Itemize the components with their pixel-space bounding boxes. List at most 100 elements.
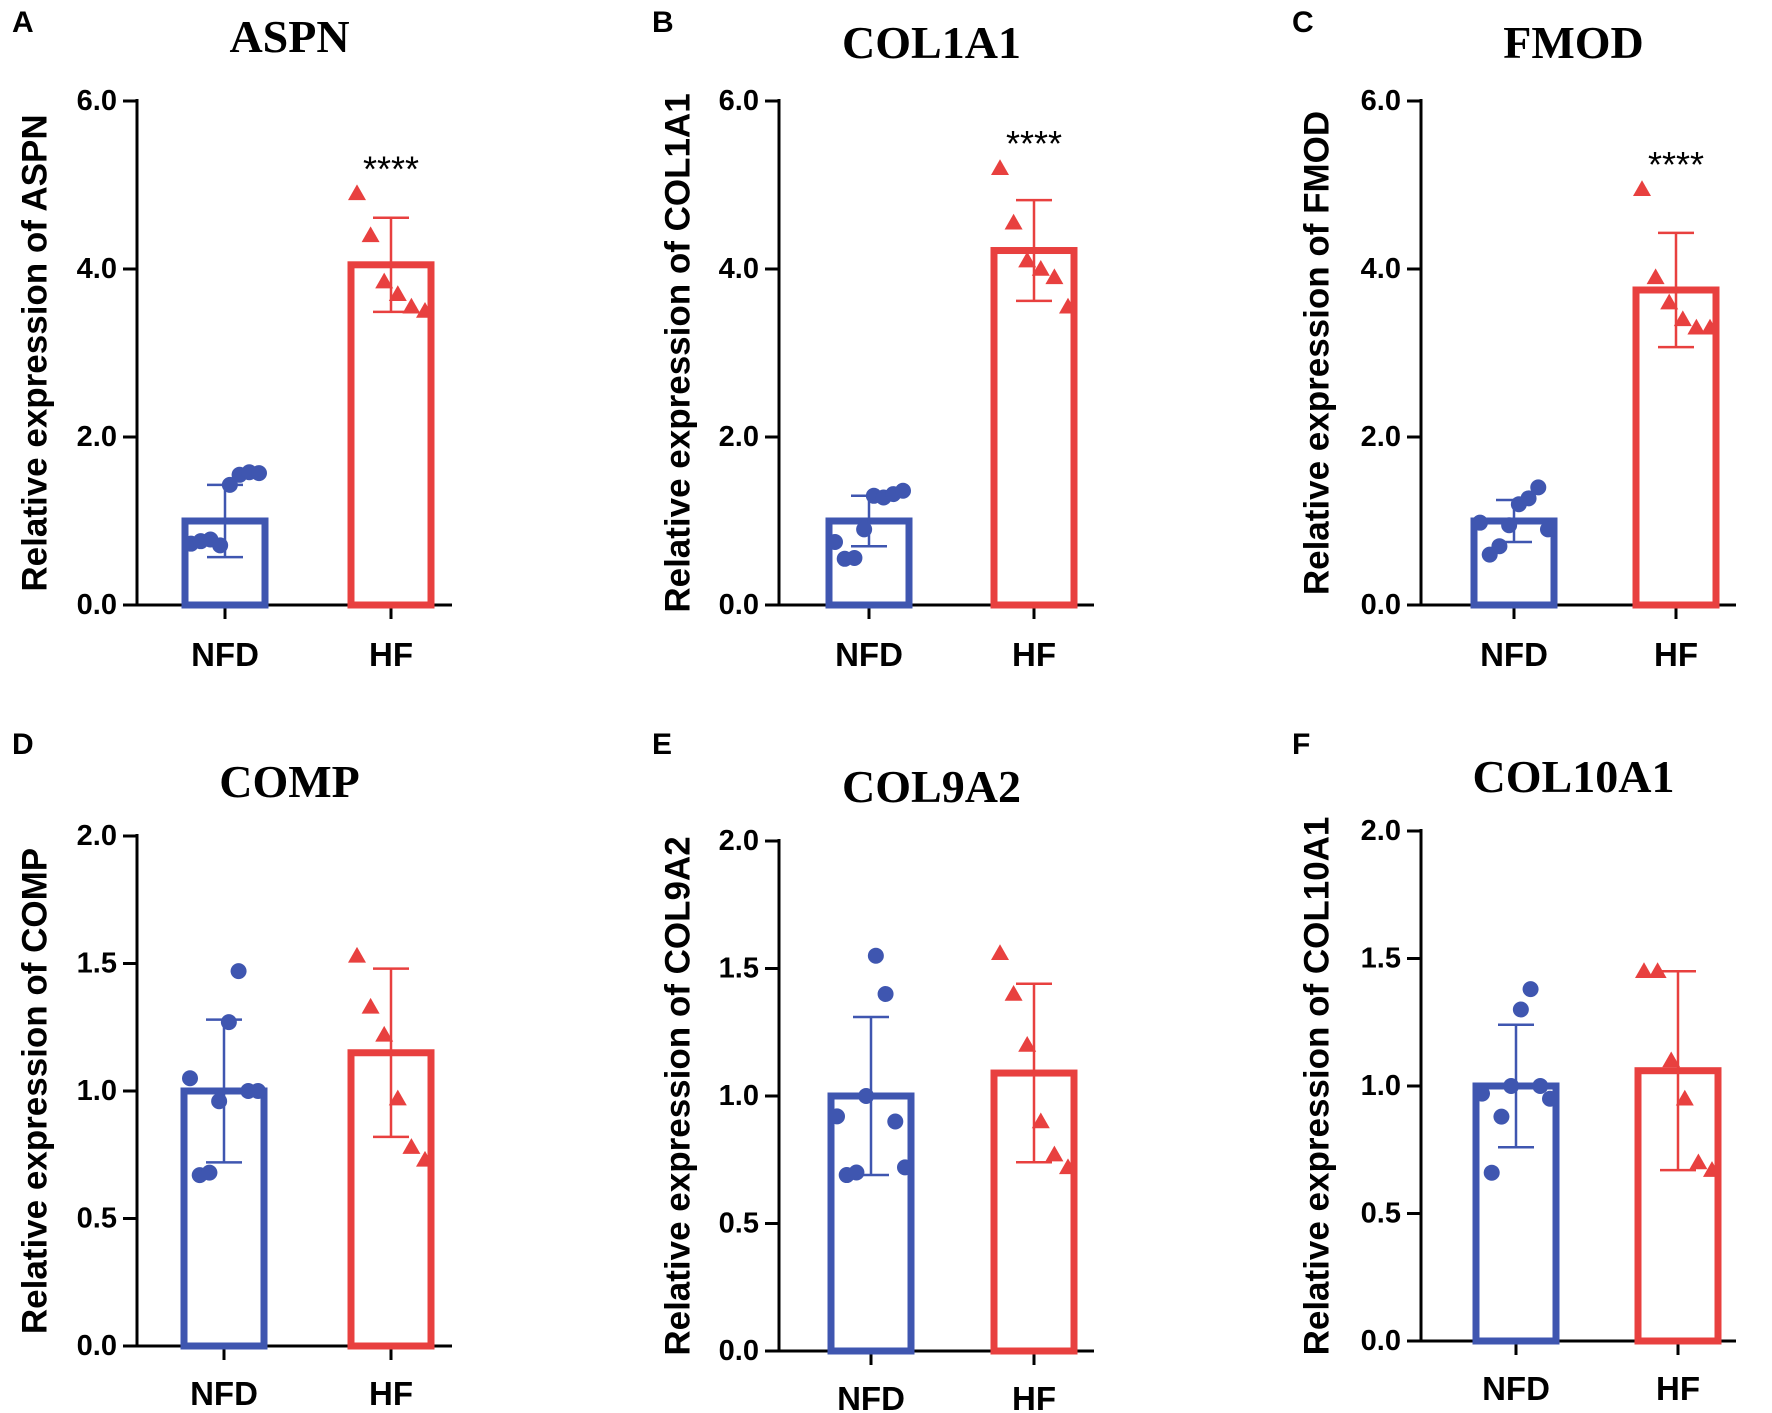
y-tick-label: 1.5 [77,948,117,980]
y-tick-label: 4.0 [719,253,759,285]
y-tick-label: 0.5 [1361,1198,1401,1230]
hf-data-point [388,1089,407,1106]
chart-panel-c: C FMOD Relative expression of FMOD 0.0 2.0 4.… [1292,6,1736,673]
y-tick-label: 1.5 [719,953,759,985]
nfd-data-point [251,465,267,482]
y-tick-label: 0.0 [1361,1325,1401,1357]
hf-data-point [402,297,421,314]
nfd-data-point [1491,538,1508,555]
nfd-data-point [1540,521,1556,538]
significance-label: **** [1006,123,1062,164]
hf-data-point [416,1150,434,1167]
nfd-data-point [827,534,843,550]
nfd-data-point [1532,1078,1549,1094]
hf-data-point [1646,268,1665,285]
hf-data-point [1633,180,1651,196]
x-category-label: NFD [190,1375,258,1412]
y-tick-label: 1.0 [719,1080,759,1112]
nfd-data-point [1520,490,1537,507]
x-category-label: NFD [1480,636,1548,673]
hf-data-point [1004,985,1023,1001]
nfd-data-point [230,963,247,980]
y-axis-label: Relative expression of FMOD [1298,111,1337,595]
hf-data-point [348,184,366,201]
nfd-data-point [846,549,863,566]
x-category-label: HF [1012,1380,1056,1413]
y-tick-label: 0.5 [77,1203,117,1235]
nfd-data-point [856,521,873,538]
x-category-label: HF [1656,1370,1700,1407]
hf-data-point [348,946,366,963]
hf-data-point [1673,310,1692,327]
hf-data-point [1045,1145,1064,1162]
hf-data-point [1059,1158,1077,1175]
y-tick-label: 0.0 [719,589,759,621]
y-axis-label: Relative expression of COL10A1 [1298,817,1337,1356]
hf-data-point [361,226,380,243]
hf-data-point [1703,1161,1721,1177]
hf-data-point [1018,1036,1037,1052]
x-category-label: HF [1654,636,1698,673]
hf-data-point [402,1138,421,1154]
hf-data-point [1045,268,1064,285]
significance-label: **** [1648,144,1704,185]
nfd-data-point [1501,517,1518,534]
nfd-data-point [250,1083,266,1099]
y-tick-label: 2.0 [77,820,117,852]
y-tick-label: 0.5 [719,1208,759,1240]
y-tick-label: 6.0 [1361,85,1401,117]
panel-letter: D [12,728,34,761]
chart-panel-b: B COL1A1 Relative expression of COL1A1 0.0 2… [652,6,1094,673]
panel-letter: B [652,6,674,39]
hf-data-point [1635,962,1653,978]
x-category-label: NFD [837,1380,905,1413]
panel-letter: A [12,6,34,39]
hf-data-point [1687,318,1706,335]
significance-label: **** [363,148,419,189]
nfd-data-point [212,537,229,554]
hf-data-point [361,997,380,1014]
hf-data-point [1660,293,1679,310]
x-category-label: NFD [835,636,903,673]
nfd-data-point [1493,1108,1510,1125]
nfd-data-point [1474,1085,1490,1102]
nfd-data-point [877,986,894,1002]
hf-data-point [375,1025,394,1042]
hf-data-point [991,159,1009,175]
chart-panel-f: F COL10A1 Relative expression of COL10A1 0.… [1292,728,1736,1407]
chart-title: COL10A1 [1473,751,1675,802]
nfd-data-point [1483,1164,1500,1181]
hf-data-point [375,272,394,289]
y-tick-label: 6.0 [77,85,117,117]
nfd-data-point [1512,1001,1529,1018]
x-category-label: NFD [191,636,259,673]
chart-title: FMOD [1503,17,1644,68]
hf-data-point [1018,251,1037,268]
y-tick-label: 2.0 [719,825,759,857]
nfd-data-point [201,1164,218,1181]
y-tick-label: 2.0 [77,421,117,453]
y-tick-label: 4.0 [1361,253,1401,285]
x-category-label: HF [1012,636,1056,673]
nfd-data-point [848,1164,865,1181]
x-category-label: NFD [1482,1370,1550,1407]
nfd-data-point [867,947,884,964]
y-tick-label: 1.5 [1361,943,1401,975]
y-tick-label: 4.0 [77,253,117,285]
y-tick-label: 2.0 [1361,815,1401,847]
chart-title: COMP [219,756,360,807]
nfd-data-point [829,1108,845,1125]
chart-panel-e: E COL9A2 Relative expression of COL9A2 0.0 0… [652,728,1094,1413]
panel-letter: C [1292,6,1314,39]
hf-data-point [1689,1153,1708,1170]
y-tick-label: 6.0 [719,85,759,117]
nfd-data-point [1542,1090,1558,1107]
hf-data-point [1004,213,1023,230]
hf-data-point [1675,1089,1694,1106]
nfd-data-point [1472,514,1488,531]
y-tick-label: 2.0 [719,421,759,453]
hf-data-point [388,285,407,301]
nfd-data-point [897,1159,913,1176]
hf-data-point [991,944,1009,960]
